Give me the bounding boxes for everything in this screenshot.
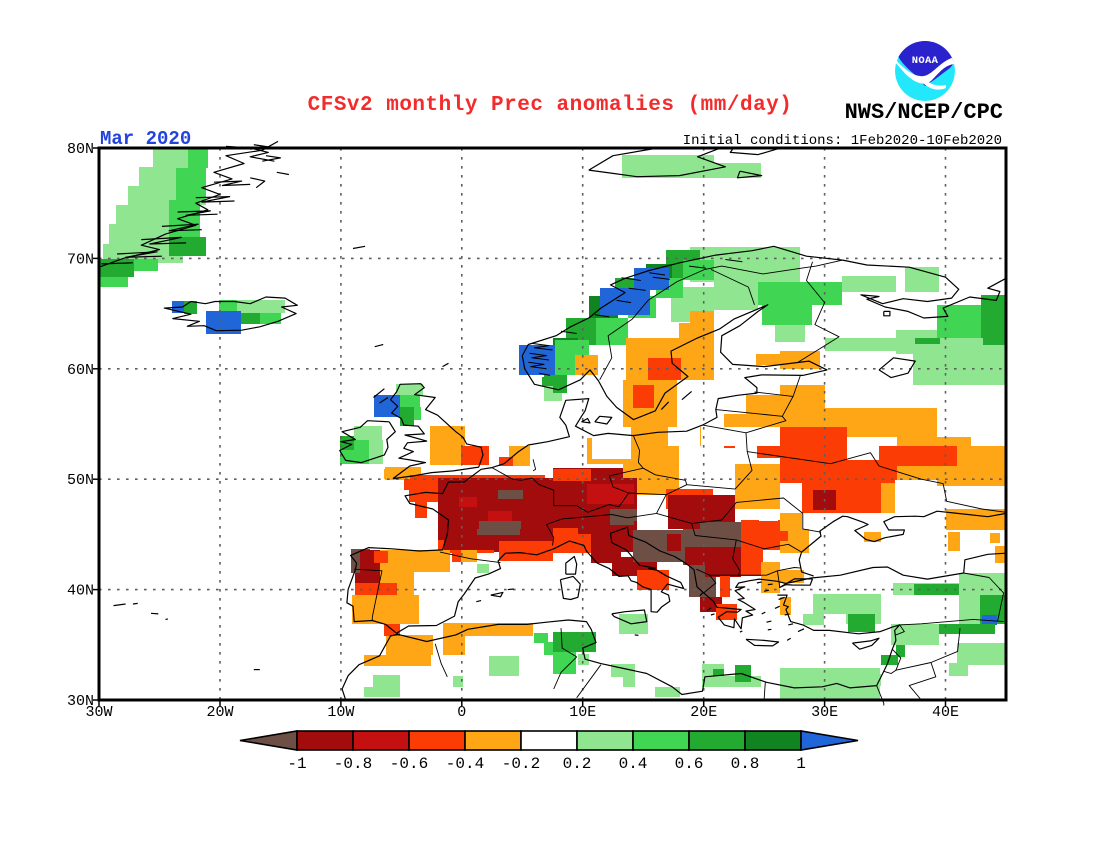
svg-text:1: 1: [796, 755, 806, 773]
svg-text:60N: 60N: [67, 362, 94, 379]
svg-text:50N: 50N: [67, 472, 94, 489]
svg-text:-0.6: -0.6: [390, 755, 428, 773]
svg-text:CFSv2 monthly Prec anomalies (: CFSv2 monthly Prec anomalies (mm/day): [308, 94, 793, 117]
svg-text:10W: 10W: [327, 704, 354, 721]
svg-text:0.2: 0.2: [563, 755, 592, 773]
svg-text:-0.4: -0.4: [446, 755, 484, 773]
svg-text:70N: 70N: [67, 251, 94, 268]
svg-text:40N: 40N: [67, 583, 94, 600]
svg-text:30W: 30W: [85, 704, 112, 721]
svg-text:30E: 30E: [811, 704, 838, 721]
svg-text:-0.8: -0.8: [334, 755, 372, 773]
svg-text:80N: 80N: [67, 141, 94, 158]
svg-text:Initial conditions: 1Feb2020-1: Initial conditions: 1Feb2020-10Feb2020: [683, 133, 1002, 149]
svg-text:0.4: 0.4: [619, 755, 648, 773]
svg-text:0.6: 0.6: [675, 755, 704, 773]
svg-text:30N: 30N: [67, 693, 94, 710]
svg-text:20W: 20W: [206, 704, 233, 721]
svg-text:NWS/NCEP/CPC: NWS/NCEP/CPC: [845, 100, 1003, 125]
svg-text:Mar 2020: Mar 2020: [100, 128, 191, 150]
svg-text:0: 0: [457, 704, 466, 721]
svg-text:10E: 10E: [569, 704, 596, 721]
svg-text:NOAA: NOAA: [912, 55, 939, 67]
svg-text:20E: 20E: [690, 704, 717, 721]
svg-text:0.8: 0.8: [731, 755, 760, 773]
svg-text:-0.2: -0.2: [502, 755, 540, 773]
svg-text:40E: 40E: [932, 704, 959, 721]
svg-text:-1: -1: [287, 755, 306, 773]
